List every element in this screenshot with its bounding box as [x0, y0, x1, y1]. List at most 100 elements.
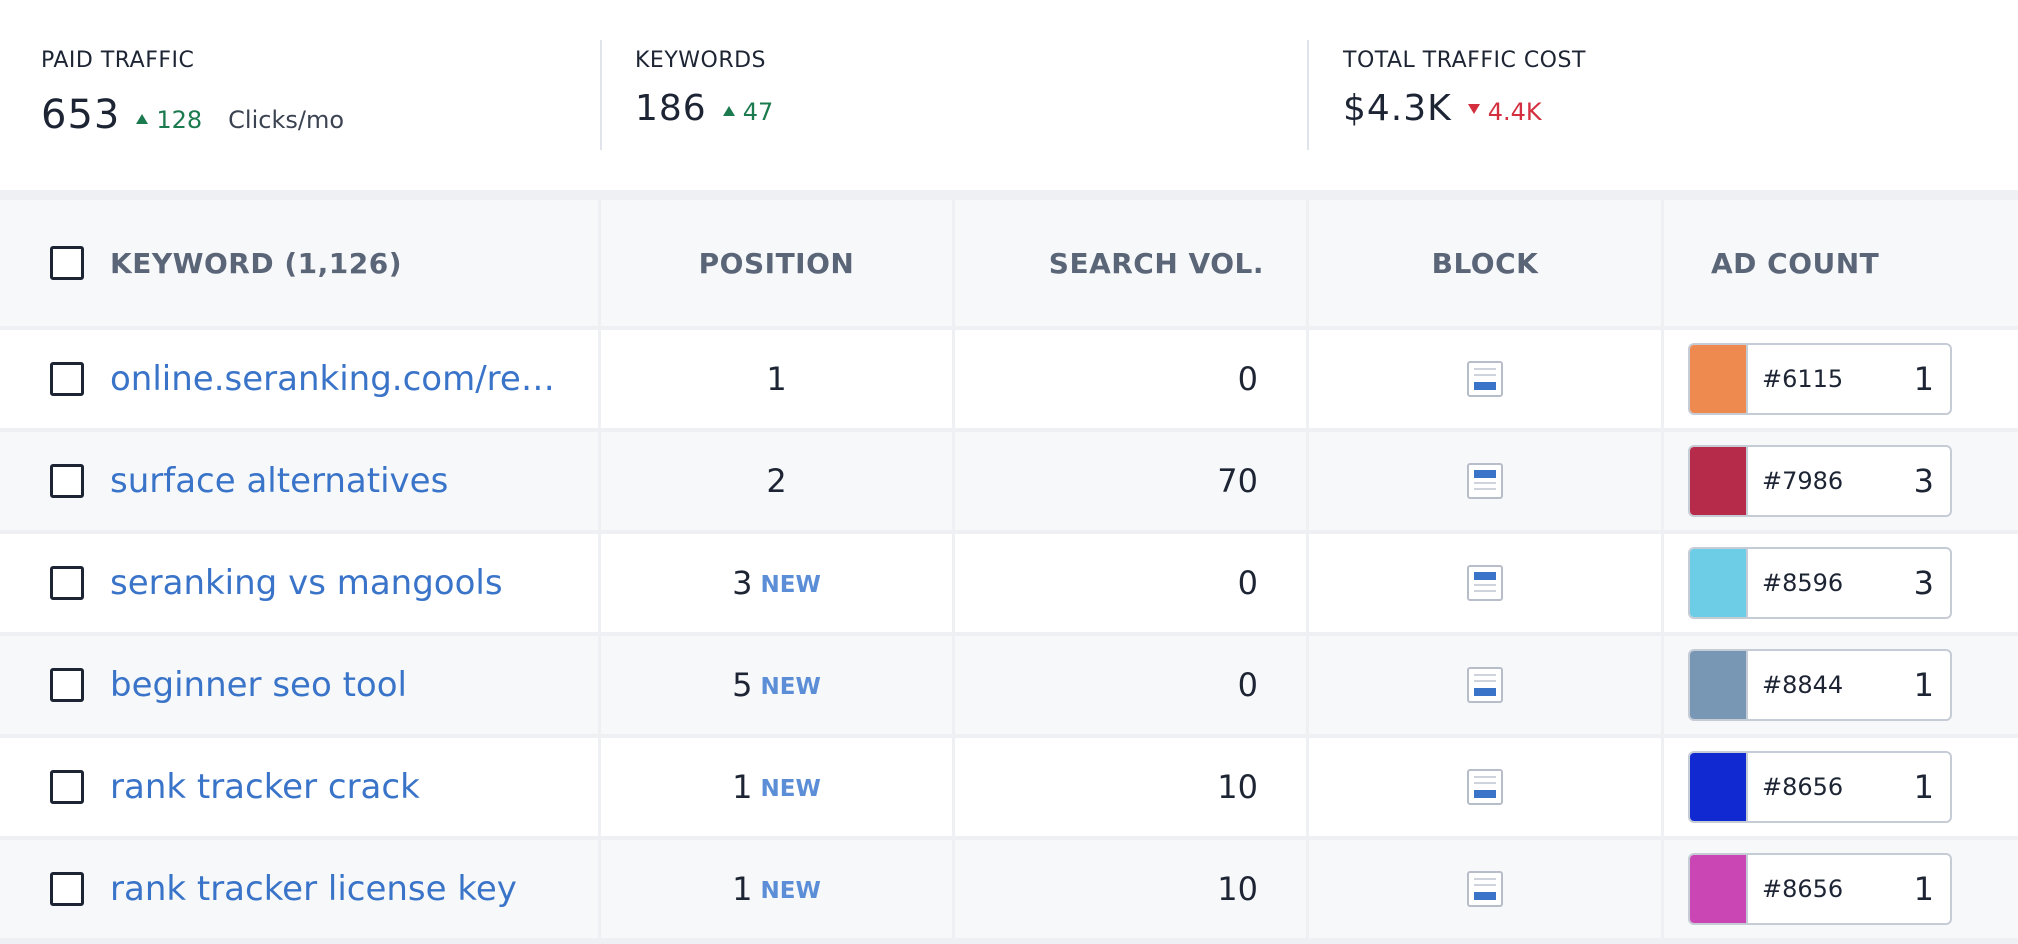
position-cell: 1 NEW: [601, 840, 952, 938]
position-cell: 3 NEW: [601, 534, 952, 632]
search-volume-value: 0: [1237, 360, 1258, 398]
ad-count-cell: #8656 1: [1664, 738, 2018, 836]
row-checkbox[interactable]: [50, 566, 84, 600]
stat-unit: Clicks/mo: [228, 106, 345, 134]
keyword-link[interactable]: seranking vs mangools: [110, 563, 503, 603]
serp-top-block-icon[interactable]: [1467, 463, 1503, 499]
search-volume-cell: 10: [955, 840, 1306, 938]
section-gap: [0, 190, 2018, 200]
search-volume-value: 0: [1237, 564, 1258, 602]
table-row[interactable]: seranking vs mangools 3 NEW 0 #8596 3: [0, 534, 2018, 632]
ad-count-value: 1: [1913, 870, 1934, 908]
row-checkbox[interactable]: [50, 872, 84, 906]
new-badge: NEW: [760, 674, 821, 700]
table-row[interactable]: surface alternatives 2 70 #7986 3: [0, 432, 2018, 530]
column-label: SEARCH VOL.: [1048, 246, 1264, 280]
keywords-table: KEYWORD (1,126) POSITION SEARCH VOL. BLO…: [0, 200, 2018, 944]
row-checkbox[interactable]: [50, 668, 84, 702]
ad-count-cell: #8596 3: [1664, 534, 2018, 632]
keyword-link[interactable]: surface alternatives: [110, 461, 449, 501]
divider: [1307, 40, 1309, 150]
column-header-position[interactable]: POSITION: [601, 200, 952, 326]
position-value: 2: [766, 462, 787, 500]
ad-color-swatch: [1690, 345, 1748, 413]
column-header-keyword[interactable]: KEYWORD (1,126): [0, 200, 598, 326]
position-cell: 1: [601, 330, 952, 428]
ad-count-box[interactable]: #8596 3: [1688, 547, 1952, 619]
serp-top-block-icon[interactable]: [1467, 565, 1503, 601]
ad-code: #6115: [1762, 365, 1844, 393]
ad-count-box[interactable]: #8656 1: [1688, 751, 1952, 823]
serp-bottom-block-icon[interactable]: [1467, 667, 1503, 703]
ad-count-box[interactable]: #6115 1: [1688, 343, 1952, 415]
keyword-link[interactable]: online.seranking.com/resea...: [110, 359, 570, 399]
stat-label: PAID TRAFFIC: [41, 48, 195, 73]
search-volume-cell: 0: [955, 330, 1306, 428]
row-checkbox[interactable]: [50, 464, 84, 498]
table-row[interactable]: beginner seo tool 5 NEW 0 #8844 1: [0, 636, 2018, 734]
ad-count-cell: #8656 1: [1664, 840, 2018, 938]
ad-code: #8656: [1762, 773, 1844, 801]
ad-color-swatch: [1690, 651, 1748, 719]
serp-bottom-block-icon[interactable]: [1467, 361, 1503, 397]
row-checkbox[interactable]: [50, 770, 84, 804]
trend-down-icon: [1467, 104, 1480, 114]
block-cell: [1309, 432, 1661, 530]
serp-bottom-block-icon[interactable]: [1467, 871, 1503, 907]
ad-count-box[interactable]: #7986 3: [1688, 445, 1952, 517]
select-all-checkbox[interactable]: [50, 246, 84, 280]
position-value: 1: [766, 360, 787, 398]
row-checkbox[interactable]: [50, 362, 84, 396]
keyword-cell: rank tracker crack: [0, 738, 598, 836]
search-volume-value: 0: [1237, 666, 1258, 704]
ad-code: #7986: [1762, 467, 1844, 495]
divider: [600, 40, 602, 150]
stats-panel: PAID TRAFFIC 653 128 Clicks/mo KEYWORDS …: [0, 0, 2018, 190]
search-volume-cell: 70: [955, 432, 1306, 530]
position-value: 3: [732, 564, 753, 602]
keyword-cell: surface alternatives: [0, 432, 598, 530]
stat-delta: 47: [742, 98, 774, 126]
keyword-link[interactable]: rank tracker license key: [110, 869, 517, 909]
ad-count-value: 3: [1913, 564, 1934, 602]
block-cell: [1309, 534, 1661, 632]
new-badge: NEW: [760, 572, 821, 598]
new-badge: NEW: [760, 776, 821, 802]
ad-count-box[interactable]: #8844 1: [1688, 649, 1952, 721]
ad-color-swatch: [1690, 447, 1748, 515]
keyword-link[interactable]: rank tracker crack: [110, 767, 420, 807]
search-volume-cell: 0: [955, 636, 1306, 734]
stat-value: $4.3K: [1343, 88, 1452, 129]
table-row[interactable]: rank tracker license key 1 NEW 10 #8656 1: [0, 840, 2018, 938]
ad-count-value: 1: [1913, 360, 1934, 398]
column-label: AD COUNT: [1711, 246, 1880, 280]
ad-count-cell: #7986 3: [1664, 432, 2018, 530]
stat-delta: 4.4K: [1487, 98, 1542, 126]
stat-value: 186: [635, 88, 707, 129]
position-value: 5: [732, 666, 753, 704]
search-volume-cell: 10: [955, 738, 1306, 836]
block-cell: [1309, 636, 1661, 734]
ad-count-cell: #6115 1: [1664, 330, 2018, 428]
column-label: POSITION: [698, 246, 855, 280]
block-cell: [1309, 840, 1661, 938]
ad-count-cell: #8844 1: [1664, 636, 2018, 734]
keyword-cell: online.seranking.com/resea...: [0, 330, 598, 428]
position-cell: 5 NEW: [601, 636, 952, 734]
column-header-search-volume[interactable]: SEARCH VOL.: [955, 200, 1306, 326]
ad-code: #8844: [1762, 671, 1844, 699]
search-volume-value: 70: [1217, 462, 1258, 500]
serp-bottom-block-icon[interactable]: [1467, 769, 1503, 805]
table-row[interactable]: online.seranking.com/resea... 1 0 #6115 1: [0, 330, 2018, 428]
table-row[interactable]: rank tracker crack 1 NEW 10 #8656 1: [0, 738, 2018, 836]
column-header-block[interactable]: BLOCK: [1309, 200, 1661, 326]
keyword-link[interactable]: beginner seo tool: [110, 665, 407, 705]
column-header-ad-count[interactable]: AD COUNT: [1664, 200, 2018, 326]
stat-value: 653: [41, 92, 121, 138]
ad-count-box[interactable]: #8656 1: [1688, 853, 1952, 925]
ad-code: #8596: [1762, 569, 1844, 597]
search-volume-cell: 0: [955, 534, 1306, 632]
stat-label: KEYWORDS: [635, 48, 767, 73]
trend-up-icon: [722, 106, 735, 116]
ad-color-swatch: [1690, 855, 1748, 923]
